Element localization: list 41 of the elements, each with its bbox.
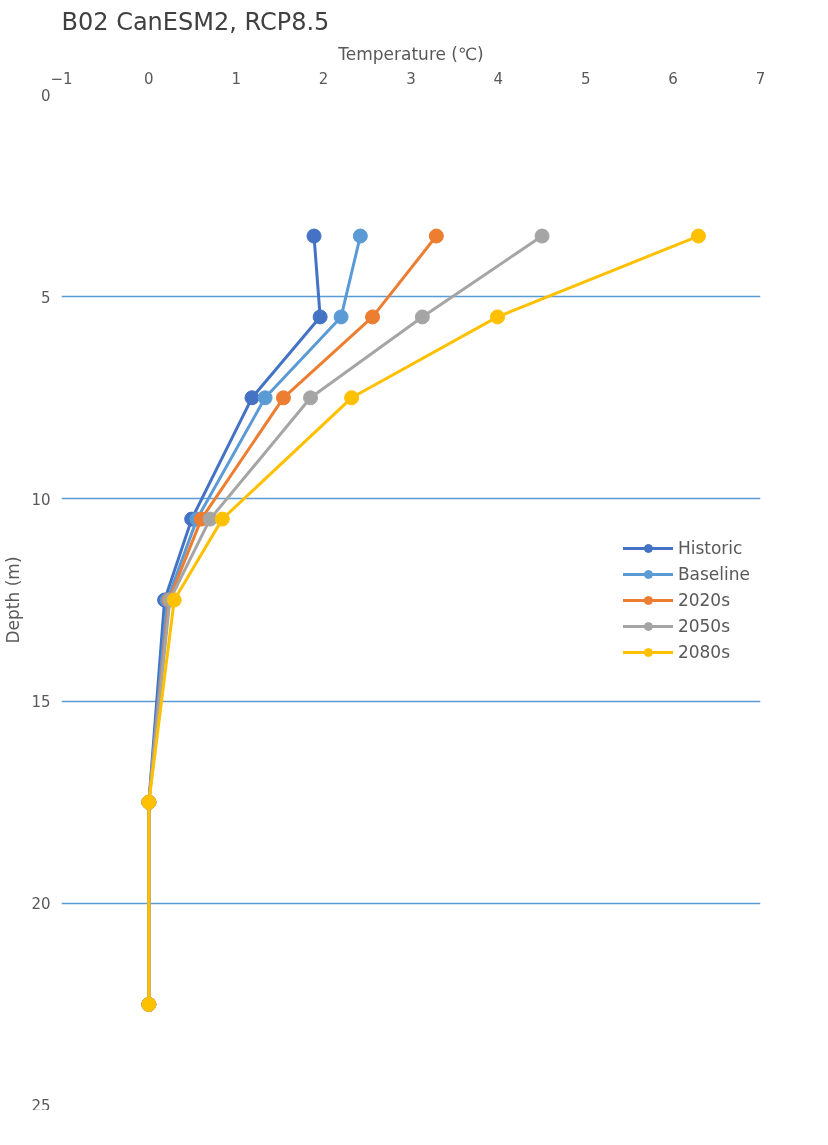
point	[352, 228, 368, 244]
y-tick-label: 20	[31, 895, 51, 914]
y-tick-label: 25	[31, 1096, 51, 1115]
point	[306, 228, 322, 244]
legend-label: Historic	[677, 537, 743, 558]
point	[312, 309, 328, 325]
point	[275, 390, 291, 406]
point	[690, 228, 706, 244]
point	[257, 390, 273, 406]
point	[365, 309, 381, 325]
point	[202, 511, 218, 527]
y-tick-label: 10	[31, 490, 51, 509]
legend-label: 2050s	[677, 615, 731, 636]
point	[333, 309, 349, 325]
x-axis-title: Temperature (℃)	[337, 43, 484, 64]
point	[303, 390, 319, 406]
x-tick-label: 1	[231, 69, 242, 88]
y-tick-label: 0	[40, 86, 51, 105]
x-tick-label: 7	[755, 69, 766, 88]
legend-label: 2080s	[677, 641, 731, 662]
x-tick-label: 6	[668, 69, 678, 88]
x-tick-label: 2	[318, 69, 329, 88]
point	[534, 228, 550, 244]
y-tick-label: 15	[31, 693, 51, 712]
legend-label: 2020s	[677, 589, 731, 610]
y-axis-title: Depth (m)	[3, 556, 24, 644]
point	[490, 309, 505, 325]
x-tick-label: −1	[50, 69, 73, 88]
chart-title: B02 CanESM2, RCP8.5	[61, 7, 330, 36]
point	[244, 390, 260, 406]
y-tick-label: 5	[40, 288, 51, 307]
point	[428, 228, 444, 244]
point	[214, 511, 230, 527]
x-tick-label: 5	[580, 69, 591, 88]
legend-label: Baseline	[677, 563, 750, 584]
x-tick-label: 3	[406, 69, 416, 88]
x-tick-label: 4	[493, 69, 504, 88]
x-tick-label: 0	[144, 69, 154, 88]
point	[414, 309, 430, 325]
point	[166, 592, 182, 608]
point	[344, 390, 360, 406]
